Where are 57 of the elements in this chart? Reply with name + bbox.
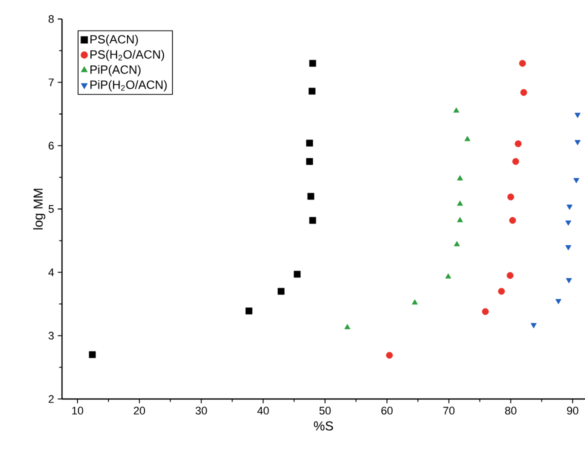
x-tick-label: 40: [257, 406, 269, 415]
x-tick-label: 60: [381, 406, 393, 415]
point: [519, 60, 526, 67]
legend-label: PiP(H$_{2}$O/ACN): [90, 80, 167, 92]
point: [454, 241, 460, 246]
y-tick-label: 3: [48, 332, 54, 340]
x-tick-label: 20: [134, 406, 146, 415]
point: [309, 216, 316, 224]
point: [386, 352, 393, 359]
x-tick-label: 70: [443, 406, 454, 415]
point: [307, 192, 314, 200]
point: [246, 308, 252, 314]
point: [88, 351, 96, 358]
point: [453, 107, 460, 113]
point: [445, 273, 452, 279]
point: [306, 158, 313, 165]
point: [507, 194, 514, 200]
point: [566, 278, 572, 284]
x-axis-title: %S: [314, 421, 333, 431]
point: [309, 60, 316, 67]
point: [306, 140, 313, 147]
point: [509, 216, 516, 224]
point: [566, 204, 573, 210]
point: [464, 136, 470, 142]
point: [457, 175, 463, 180]
point: [308, 88, 316, 95]
x-tick-label: 80: [505, 406, 516, 415]
y-tick-label: 7: [48, 78, 54, 86]
point: [514, 140, 522, 148]
y-tick-label: 5: [48, 205, 54, 213]
point: [344, 324, 350, 330]
point: [565, 220, 572, 226]
y-tick-label: 6: [48, 142, 54, 150]
point: [506, 272, 514, 279]
y-tick-label: 2: [48, 395, 54, 403]
y-axis-title: log MM: [33, 188, 46, 230]
x-tick-label: 90: [567, 406, 578, 415]
y-tick-label: 8: [48, 15, 54, 23]
point: [278, 288, 285, 295]
x-tick-label: 50: [319, 406, 331, 415]
point: [457, 200, 463, 206]
x-tick-label: 30: [196, 406, 207, 415]
point: [530, 323, 537, 328]
x-tick-label: 10: [72, 406, 84, 415]
point: [555, 299, 562, 304]
point: [520, 89, 528, 96]
legend-label: PiP(ACN): [90, 65, 141, 76]
legend-label: PS(ACN): [90, 34, 138, 46]
point: [294, 270, 301, 278]
legend-label: PS(H$_{2}$O/ACN): [90, 50, 164, 62]
point: [498, 288, 505, 295]
point: [512, 158, 520, 165]
point: [565, 245, 572, 250]
point: [412, 299, 418, 305]
y-tick-label: 4: [48, 268, 54, 276]
point: [482, 308, 489, 315]
point: [457, 216, 463, 222]
